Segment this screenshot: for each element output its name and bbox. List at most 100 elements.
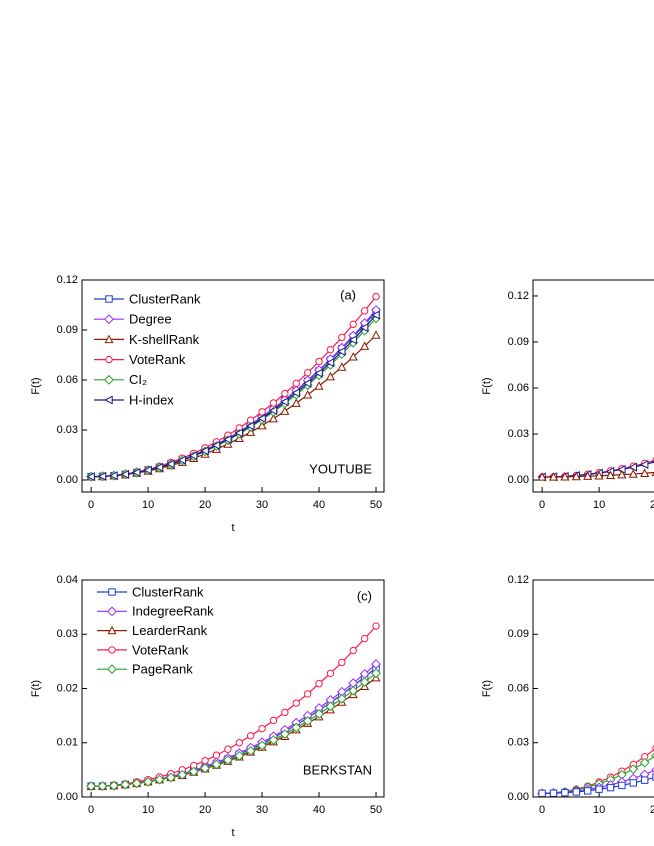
- marker: [337, 362, 347, 371]
- marker: [360, 634, 369, 643]
- marker: [212, 751, 221, 759]
- plot-area: [86, 292, 381, 482]
- marker: [280, 397, 289, 407]
- y-axis-label: F(t): [30, 377, 42, 394]
- marker: [154, 774, 165, 785]
- marker: [177, 769, 188, 780]
- marker: [246, 427, 256, 436]
- legend-marker: [107, 606, 117, 617]
- legend-marker: [107, 664, 117, 675]
- y-tick-label: 0.00: [57, 474, 78, 486]
- marker: [371, 310, 380, 320]
- x-tick-label: 20: [199, 804, 211, 816]
- marker: [131, 467, 141, 478]
- x-tick-label: 50: [370, 804, 382, 816]
- annotation: (c): [357, 588, 372, 603]
- marker: [652, 773, 654, 781]
- y-tick-label: 0.03: [508, 428, 529, 440]
- marker: [651, 767, 654, 773]
- marker: [120, 469, 130, 479]
- marker: [360, 341, 370, 350]
- legend-marker: [104, 374, 114, 385]
- annotation: (a): [340, 287, 356, 302]
- x-tick-label: 0: [539, 804, 545, 816]
- marker: [314, 368, 323, 378]
- marker: [188, 766, 199, 777]
- marker: [302, 716, 313, 726]
- plot-frame: [532, 579, 654, 798]
- marker: [549, 789, 558, 797]
- marker: [279, 729, 290, 739]
- legend-label: H-index: [129, 392, 174, 407]
- legend-marker: [105, 295, 113, 303]
- marker: [165, 772, 176, 783]
- marker: [258, 724, 266, 733]
- y-tick-label: 0.00: [508, 791, 529, 803]
- marker: [583, 471, 593, 480]
- marker: [325, 358, 335, 368]
- legend-label: IndegreeRank: [132, 604, 214, 619]
- marker: [97, 781, 108, 792]
- panel: 0.00 0.03 0.06 0.09 0.12 0 10 20 F(t): [481, 574, 654, 816]
- x-tick-label: 10: [142, 804, 154, 816]
- panel: 0.00 0.03 0.06 0.09 0.12 0 10 20 F(t): [481, 279, 654, 511]
- y-tick-label: 0.06: [57, 374, 78, 386]
- y-tick-label: 0.02: [57, 682, 78, 694]
- x-tick-label: 0: [88, 804, 94, 816]
- marker: [537, 472, 547, 481]
- marker: [291, 398, 301, 407]
- plot-area: [86, 622, 381, 792]
- marker: [86, 472, 95, 482]
- x-tick-label: 10: [593, 804, 605, 816]
- legend-marker: [104, 334, 114, 344]
- legend: ClusterRank IndegreeRank LearderRank VoteRa…: [97, 584, 214, 677]
- legend-label: CI₂: [129, 372, 147, 387]
- y-tick-label: 0.12: [508, 574, 529, 586]
- y-tick-label: 0.09: [508, 336, 529, 348]
- marker: [314, 381, 324, 390]
- marker: [269, 716, 278, 725]
- marker: [348, 352, 358, 361]
- marker: [628, 764, 639, 775]
- marker: [325, 371, 335, 381]
- marker: [211, 759, 222, 770]
- x-tick-label: 10: [593, 499, 605, 511]
- marker: [166, 459, 175, 469]
- marker: [281, 708, 289, 717]
- panel: 0.00 0.03 0.06 0.09 0.12 0 10 20 30 40 50 t F(t) (a) Y…: [30, 274, 385, 534]
- marker: [336, 693, 347, 704]
- marker: [372, 622, 380, 630]
- marker: [561, 788, 569, 797]
- legend-marker: [108, 588, 116, 596]
- marker: [97, 471, 107, 481]
- legend-label: ClusterRank: [129, 291, 201, 306]
- annotation: BERKSTAN: [303, 762, 372, 777]
- y-tick-label: 0.09: [508, 628, 529, 640]
- marker: [258, 408, 266, 416]
- marker: [109, 471, 118, 481]
- y-tick-label: 0.03: [57, 424, 78, 436]
- marker: [560, 472, 570, 481]
- marker: [372, 292, 380, 301]
- marker: [584, 787, 592, 795]
- legend-label: VoteRank: [129, 352, 186, 367]
- plot-area: [537, 745, 654, 797]
- plot-frame: [532, 279, 654, 493]
- y-tick-label: 0.00: [508, 474, 529, 486]
- marker: [269, 399, 278, 407]
- y-tick-label: 0.01: [57, 737, 78, 749]
- marker: [326, 345, 335, 354]
- marker: [359, 323, 369, 333]
- y-tick-label: 0.04: [57, 574, 78, 586]
- x-tick-label: 50: [370, 499, 382, 511]
- marker: [349, 320, 357, 329]
- marker: [605, 470, 616, 479]
- marker: [303, 690, 312, 698]
- marker: [606, 783, 615, 792]
- marker: [200, 446, 209, 456]
- marker: [371, 659, 381, 669]
- marker: [640, 776, 649, 784]
- marker: [338, 333, 346, 342]
- x-axis-label: t: [231, 522, 234, 534]
- marker: [640, 468, 650, 477]
